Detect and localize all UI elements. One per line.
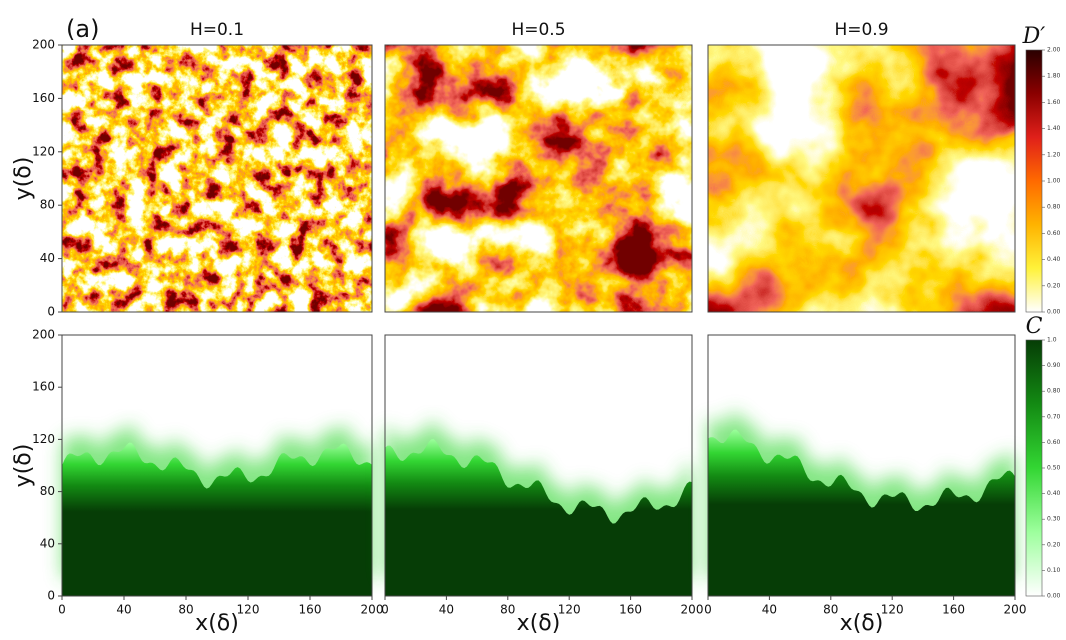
plot-frame <box>707 334 1016 597</box>
x-tick-label: 160 <box>942 603 965 617</box>
colorbar-tick-label: 0.00 <box>1047 593 1061 600</box>
y-tick-label: 0 <box>47 305 55 319</box>
colorbar-tick-label: 1.40 <box>1047 125 1061 132</box>
x-tick-label: 120 <box>237 603 260 617</box>
y-tick-label: 200 <box>32 328 55 342</box>
y-axis-label: y(δ) <box>11 444 36 488</box>
colorbar-label: D′ <box>1022 24 1046 49</box>
colorbar-tick-label: 0.00 <box>1047 309 1061 316</box>
y-tick-label: 160 <box>32 380 55 394</box>
colorbar-tick-label: 0.40 <box>1047 256 1061 263</box>
x-tick-label: 80 <box>500 603 515 617</box>
x-axis-label: x(δ) <box>840 611 884 636</box>
x-axis-label: x(δ) <box>195 611 239 636</box>
heatmap <box>62 45 372 312</box>
y-tick-label: 120 <box>32 144 55 158</box>
x-axis-label: x(δ) <box>517 611 561 636</box>
x-tick-label: 40 <box>762 603 777 617</box>
y-tick-label: 200 <box>32 38 55 52</box>
colorbar-label: C <box>1026 314 1043 339</box>
y-axis-label: y(δ) <box>11 157 36 201</box>
y-tick-label: 80 <box>40 198 55 212</box>
x-tick-label: 160 <box>619 603 642 617</box>
x-tick-label: 80 <box>823 603 838 617</box>
panel-title: H=0.5 <box>511 20 565 40</box>
panel-label: (a) <box>66 15 99 43</box>
colorbar-tick-label: 0.70 <box>1047 413 1061 420</box>
y-tick-label: 160 <box>32 91 55 105</box>
colorbar-tick-label: 1.80 <box>1047 73 1061 80</box>
colorbar-tick-label: 1.0 <box>1047 337 1057 344</box>
colorbar-tick-label: 1.00 <box>1047 178 1061 185</box>
x-tick-label: 0 <box>58 603 66 617</box>
colorbar-tick-label: 0.80 <box>1047 388 1061 395</box>
colorbar <box>1025 49 1043 313</box>
front <box>62 442 372 596</box>
colorbar-tick-label: 0.30 <box>1047 516 1061 523</box>
colorbar-tick-label: 0.50 <box>1047 465 1061 472</box>
x-tick-label: 120 <box>881 603 904 617</box>
y-tick-label: 0 <box>47 589 55 603</box>
x-tick-label: 40 <box>439 603 454 617</box>
x-tick-label: 80 <box>178 603 193 617</box>
panel-title: H=0.1 <box>190 20 244 40</box>
colorbar-tick-label: 0.20 <box>1047 282 1061 289</box>
x-tick-label: 160 <box>299 603 322 617</box>
colorbar-tick-label: 0.20 <box>1047 541 1061 548</box>
colorbar-tick-label: 0.60 <box>1047 439 1061 446</box>
front <box>385 438 692 596</box>
x-tick-label: 200 <box>1004 603 1027 617</box>
x-tick-label: 200 <box>361 603 384 617</box>
colorbar-tick-label: 0.80 <box>1047 204 1061 211</box>
y-tick-label: 40 <box>40 251 55 265</box>
x-tick-label: 200 <box>681 603 704 617</box>
x-tick-label: 120 <box>558 603 581 617</box>
plot-frame <box>384 334 693 597</box>
plot-frame <box>61 44 373 313</box>
colorbar-tick-label: 2.00 <box>1047 47 1061 54</box>
x-tick-label: 0 <box>381 603 389 617</box>
y-tick-label: 120 <box>32 432 55 446</box>
colorbar-tick-label: 0.40 <box>1047 490 1061 497</box>
colorbar-tick-label: 0.10 <box>1047 567 1061 574</box>
panel-title: H=0.9 <box>834 20 888 40</box>
y-tick-label: 80 <box>40 484 55 498</box>
x-tick-label: 0 <box>704 603 712 617</box>
y-tick-label: 40 <box>40 536 55 550</box>
colorbar-tick-label: 1.20 <box>1047 151 1061 158</box>
heatmap <box>385 45 692 312</box>
x-tick-label: 40 <box>116 603 131 617</box>
colorbar-tick-label: 0.90 <box>1047 362 1061 369</box>
colorbar <box>1025 339 1043 597</box>
colorbar-tick-label: 1.60 <box>1047 99 1061 106</box>
front <box>708 429 1015 596</box>
plot-frame <box>707 44 1016 313</box>
colorbar-tick-label: 0.60 <box>1047 230 1061 237</box>
plot-frame <box>61 334 373 597</box>
plot-frame <box>384 44 693 313</box>
heatmap <box>708 45 1015 312</box>
